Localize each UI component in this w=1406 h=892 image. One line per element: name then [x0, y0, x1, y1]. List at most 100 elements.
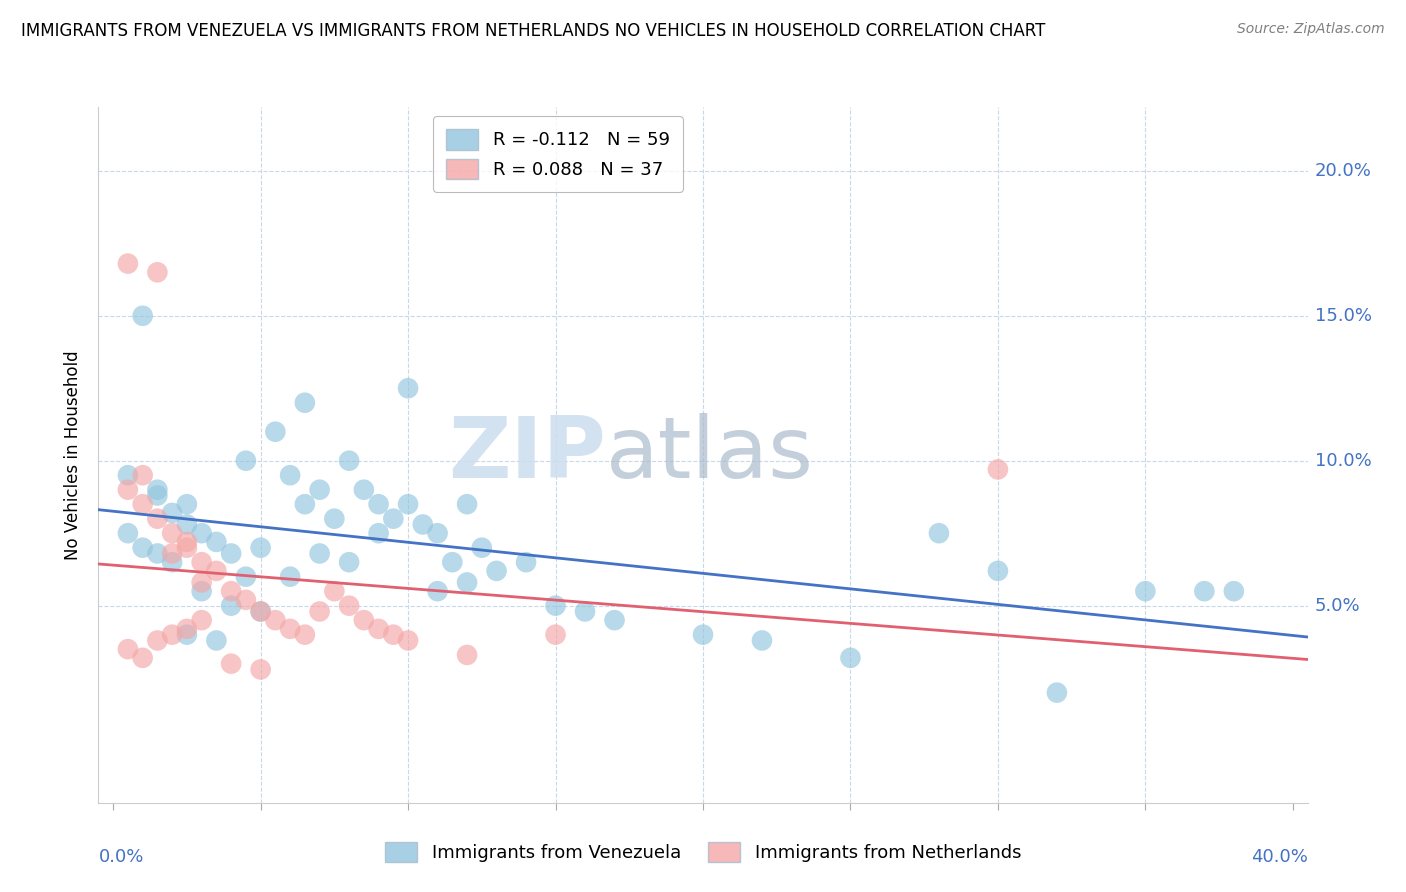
- Point: [190, 584, 212, 599]
- Point: [928, 526, 950, 541]
- Legend: Immigrants from Venezuela, Immigrants from Netherlands: Immigrants from Venezuela, Immigrants fr…: [377, 834, 1029, 870]
- Point: [337, 453, 360, 467]
- Point: [308, 483, 330, 497]
- Point: [1046, 685, 1069, 699]
- Point: [146, 511, 169, 525]
- Point: [839, 651, 862, 665]
- Text: ZIP: ZIP: [449, 413, 606, 497]
- Point: [382, 628, 405, 642]
- Point: [205, 534, 228, 549]
- Point: [160, 546, 183, 561]
- Point: [146, 546, 169, 561]
- Point: [441, 555, 464, 569]
- Point: [160, 555, 183, 569]
- Point: [367, 622, 389, 636]
- Point: [160, 628, 183, 642]
- Point: [176, 541, 198, 555]
- Point: [146, 265, 169, 279]
- Point: [426, 584, 449, 599]
- Point: [249, 605, 271, 619]
- Legend: R = -0.112   N = 59, R = 0.088   N = 37: R = -0.112 N = 59, R = 0.088 N = 37: [433, 116, 682, 192]
- Point: [544, 628, 567, 642]
- Point: [987, 564, 1010, 578]
- Point: [176, 497, 198, 511]
- Point: [160, 506, 183, 520]
- Point: [160, 526, 183, 541]
- Point: [426, 526, 449, 541]
- Point: [485, 564, 508, 578]
- Point: [294, 628, 316, 642]
- Point: [131, 468, 153, 483]
- Point: [396, 381, 419, 395]
- Text: 10.0%: 10.0%: [1315, 451, 1371, 470]
- Point: [146, 483, 169, 497]
- Point: [176, 517, 198, 532]
- Point: [235, 453, 257, 467]
- Point: [219, 546, 242, 561]
- Point: [190, 613, 212, 627]
- Point: [278, 468, 301, 483]
- Point: [353, 613, 375, 627]
- Point: [249, 662, 271, 676]
- Point: [117, 468, 139, 483]
- Point: [146, 633, 169, 648]
- Point: [337, 599, 360, 613]
- Point: [131, 651, 153, 665]
- Y-axis label: No Vehicles in Household: No Vehicles in Household: [65, 350, 83, 560]
- Point: [249, 541, 271, 555]
- Text: 20.0%: 20.0%: [1315, 161, 1371, 180]
- Text: IMMIGRANTS FROM VENEZUELA VS IMMIGRANTS FROM NETHERLANDS NO VEHICLES IN HOUSEHOL: IMMIGRANTS FROM VENEZUELA VS IMMIGRANTS …: [21, 22, 1046, 40]
- Point: [176, 622, 198, 636]
- Point: [235, 592, 257, 607]
- Text: atlas: atlas: [606, 413, 814, 497]
- Text: Source: ZipAtlas.com: Source: ZipAtlas.com: [1237, 22, 1385, 37]
- Point: [412, 517, 434, 532]
- Point: [278, 570, 301, 584]
- Point: [396, 497, 419, 511]
- Point: [337, 555, 360, 569]
- Text: 40.0%: 40.0%: [1251, 848, 1308, 866]
- Point: [456, 648, 478, 662]
- Text: 5.0%: 5.0%: [1315, 597, 1360, 615]
- Point: [456, 497, 478, 511]
- Point: [603, 613, 626, 627]
- Point: [471, 541, 494, 555]
- Point: [219, 599, 242, 613]
- Point: [294, 497, 316, 511]
- Point: [190, 526, 212, 541]
- Point: [190, 555, 212, 569]
- Point: [219, 657, 242, 671]
- Point: [308, 605, 330, 619]
- Point: [117, 642, 139, 657]
- Point: [544, 599, 567, 613]
- Text: 15.0%: 15.0%: [1315, 307, 1372, 325]
- Point: [235, 570, 257, 584]
- Point: [515, 555, 537, 569]
- Point: [146, 489, 169, 503]
- Point: [131, 309, 153, 323]
- Point: [131, 541, 153, 555]
- Text: 0.0%: 0.0%: [98, 848, 143, 866]
- Point: [308, 546, 330, 561]
- Point: [264, 425, 287, 439]
- Point: [1223, 584, 1246, 599]
- Point: [1194, 584, 1216, 599]
- Point: [751, 633, 773, 648]
- Point: [117, 526, 139, 541]
- Point: [278, 622, 301, 636]
- Point: [382, 511, 405, 525]
- Point: [323, 511, 346, 525]
- Point: [456, 575, 478, 590]
- Point: [131, 497, 153, 511]
- Point: [987, 462, 1010, 476]
- Point: [353, 483, 375, 497]
- Point: [574, 605, 596, 619]
- Point: [176, 534, 198, 549]
- Point: [205, 633, 228, 648]
- Point: [367, 526, 389, 541]
- Point: [219, 584, 242, 599]
- Point: [205, 564, 228, 578]
- Point: [264, 613, 287, 627]
- Point: [692, 628, 714, 642]
- Point: [190, 575, 212, 590]
